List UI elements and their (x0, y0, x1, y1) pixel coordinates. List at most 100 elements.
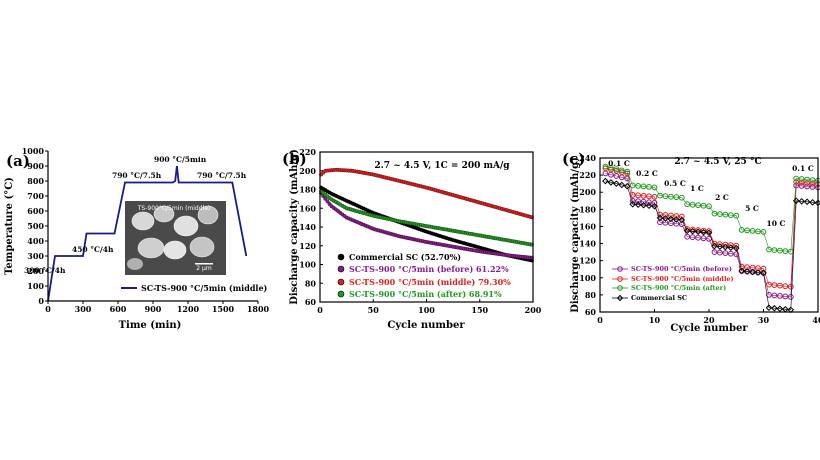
panel-a-axes (47, 151, 258, 302)
tick-a0-xtick-label: 1800 (247, 304, 270, 314)
data-point (689, 226, 696, 233)
data-point (706, 203, 712, 210)
data-point (711, 210, 718, 217)
data-point (656, 214, 664, 222)
data-point (634, 201, 642, 209)
data-point (602, 165, 609, 172)
panel-a-xlabel: Time (min) (119, 320, 182, 331)
data-point (684, 233, 691, 240)
data-point (771, 282, 778, 289)
data-point (662, 215, 669, 222)
panel-c-legend: SC-TS-900 °C/5min (before) SC-TS-900 °C/5… (612, 265, 734, 302)
data-point (809, 199, 816, 206)
legend-marker-c (617, 276, 623, 282)
data-point (803, 198, 811, 206)
data-point (678, 194, 685, 201)
panel-b-legend: Commercial SC (52.70%) SC-TS-900 °C/5min … (337, 252, 511, 299)
data-point (689, 201, 696, 208)
tick-a0-ytick-label: 500 (27, 221, 44, 231)
legend-label-c: SC-TS-900 °C/5min (before) (631, 265, 732, 273)
tick-c2-xtick-label: 20 (703, 315, 715, 325)
data-point (678, 213, 685, 220)
data-point (629, 191, 636, 198)
tick-a0-ytick-label: 1000 (22, 146, 45, 156)
data-point (733, 212, 740, 219)
data-point (765, 304, 773, 312)
series-b-3 (319, 189, 534, 247)
data-point (640, 201, 647, 209)
legend-marker-b (337, 253, 345, 261)
data-point (684, 201, 691, 208)
annotation-300c-4h: 300 °C/4h (24, 266, 66, 275)
rate-label: 1 C (690, 184, 704, 193)
data-point (722, 211, 729, 218)
tick-a0-ytick-label: 200 (27, 266, 44, 276)
data-point (798, 197, 805, 205)
data-point (782, 283, 789, 290)
tick-b1-ytick-label: 200 (299, 166, 316, 176)
data-point (618, 181, 626, 189)
tick-b1-xtick-label: 0 (317, 305, 323, 315)
legend-marker-b (337, 265, 345, 273)
rate-label: 0.1 C (608, 159, 630, 168)
panel-c: (c) 0 10 20 30 40 60 80 100 120 140 160 180 200 220 24… (562, 150, 820, 334)
panel-c-xlabel: Cycle number (670, 323, 748, 334)
series-c-2 (602, 163, 820, 255)
data-point (766, 292, 772, 298)
data-point (771, 304, 778, 312)
data-point (804, 183, 810, 190)
data-point (640, 192, 647, 199)
data-point (749, 264, 756, 271)
tick-a0-xtick-label: 300 (75, 304, 92, 314)
panel-b-label: (b) (282, 150, 307, 168)
panel-a: (a) 0 300 600 900 1200 1500 1800 0 100 200 300 400 5… (4, 146, 270, 331)
data-point (777, 247, 783, 254)
data-point (771, 247, 778, 254)
rate-label: 0.1 C (792, 164, 814, 173)
data-point (700, 235, 707, 242)
data-point (623, 182, 631, 190)
annotation-450c-4h: 450 °C/4h (72, 245, 114, 254)
panel-c-label: (c) (562, 150, 585, 168)
data-point (689, 227, 696, 235)
data-point (749, 228, 756, 234)
tick-c2-ytick-label: 140 (579, 239, 596, 249)
data-point (667, 215, 675, 223)
tick-b1-ytick-label: 120 (299, 241, 316, 251)
legend-marker-c (616, 294, 624, 302)
tick-a0-xtick-label: 0 (45, 304, 51, 314)
data-point (684, 226, 691, 232)
data-point (695, 227, 701, 233)
rate-label: 10 C (766, 219, 785, 228)
legend-marker-b (337, 278, 345, 286)
panel-c-ylabel: Discharge capacity (mAh/g) (570, 157, 581, 313)
data-point (635, 183, 641, 189)
tick-a0-ytick-label: 300 (27, 251, 44, 261)
data-point (760, 269, 767, 277)
data-point (613, 180, 620, 187)
panel-a-legend: SC-TS-900 °C/5min (middle) (121, 283, 268, 293)
data-point (629, 182, 636, 189)
legend-label-c: SC-TS-900 °C/5min (after) (631, 284, 726, 292)
data-point (635, 192, 641, 199)
data-point (651, 202, 658, 210)
data-point (782, 293, 789, 300)
data-point (602, 163, 609, 170)
rate-label: 0.5 C (664, 179, 686, 188)
panel-b-xlabel: Cycle number (387, 320, 465, 331)
data-point (678, 216, 686, 224)
sem-scale-bar-label: 2 μm (196, 265, 212, 272)
rate-label: 0.2 C (636, 169, 658, 178)
data-point (787, 294, 794, 300)
data-point (782, 248, 789, 255)
data-point (766, 281, 772, 288)
data-point (777, 293, 783, 299)
data-point (809, 180, 816, 187)
data-point (700, 227, 707, 234)
tick-c2-ytick-label: 220 (579, 170, 596, 180)
data-point (727, 250, 734, 257)
tick-a0-xtick-label: 1500 (212, 304, 235, 314)
data-point (700, 202, 707, 209)
legend-label-c: Commercial SC (631, 294, 687, 302)
tick-a0-ytick-label: 0 (38, 296, 44, 306)
